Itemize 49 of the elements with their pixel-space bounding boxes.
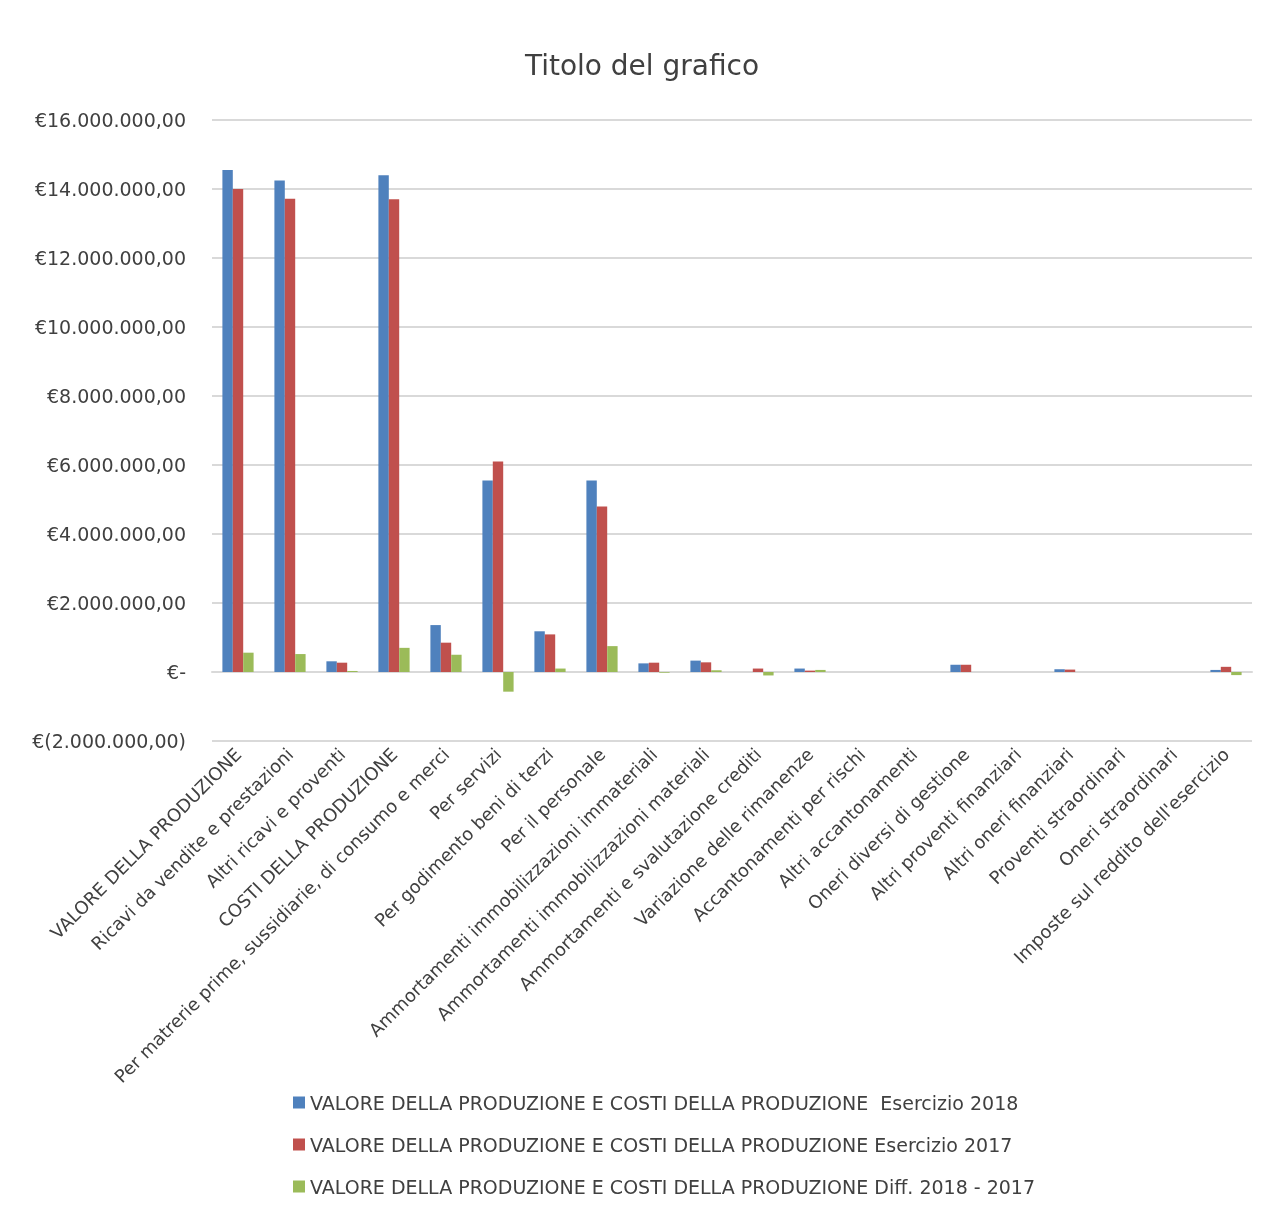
bar — [295, 654, 306, 672]
legend-label: VALORE DELLA PRODUZIONE E COSTI DELLA PRODUZIONE Esercizio 2017 — [310, 1133, 1013, 1156]
y-tick-label: €10.000.000,00 — [34, 316, 186, 338]
bar — [336, 662, 348, 672]
bar — [440, 642, 452, 672]
legend-label: VALORE DELLA PRODUZIONE E COSTI DELLA PRODUZIONE Diff. 2018 - 2017 — [310, 1175, 1036, 1198]
bar — [1220, 666, 1232, 672]
bar — [1210, 669, 1221, 672]
bar — [482, 480, 493, 672]
bar — [388, 199, 400, 672]
legend-label: VALORE DELLA PRODUZIONE E COSTI DELLA PRODUZIONE Esercizio 2018 — [310, 1091, 1019, 1114]
bar — [534, 631, 545, 672]
y-tick-label: €16.000.000,00 — [34, 109, 186, 131]
bar — [492, 461, 504, 672]
bar — [243, 652, 254, 672]
bar — [326, 661, 337, 672]
bar — [794, 668, 805, 672]
bar — [399, 647, 410, 672]
bar — [284, 198, 296, 672]
bar — [1231, 672, 1242, 676]
bar — [503, 672, 514, 692]
bar — [544, 634, 556, 672]
bar — [648, 662, 660, 672]
bar — [638, 663, 649, 672]
bar — [1054, 669, 1065, 672]
bar — [378, 175, 389, 672]
y-tick-label: €2.000.000,00 — [46, 592, 186, 614]
bar — [232, 189, 244, 672]
bar — [451, 654, 462, 672]
bar — [763, 672, 774, 676]
bar — [607, 646, 618, 672]
bar — [690, 660, 701, 672]
bar — [555, 668, 566, 672]
y-tick-label: €6.000.000,00 — [46, 454, 186, 476]
bar — [222, 170, 233, 672]
bar — [274, 180, 285, 672]
y-tick-label: €14.000.000,00 — [34, 178, 186, 200]
bar — [950, 664, 961, 672]
bar — [700, 662, 712, 672]
y-tick-label: €4.000.000,00 — [46, 523, 186, 545]
bar — [815, 669, 826, 672]
bar — [596, 506, 608, 672]
bar — [960, 664, 972, 672]
y-tick-label: €- — [167, 661, 186, 683]
bar — [430, 625, 441, 672]
chart-title: Titolo del grafico — [523, 48, 760, 82]
y-tick-label: €8.000.000,00 — [46, 385, 186, 407]
bar — [586, 480, 597, 672]
y-tick-label: €12.000.000,00 — [34, 247, 186, 269]
